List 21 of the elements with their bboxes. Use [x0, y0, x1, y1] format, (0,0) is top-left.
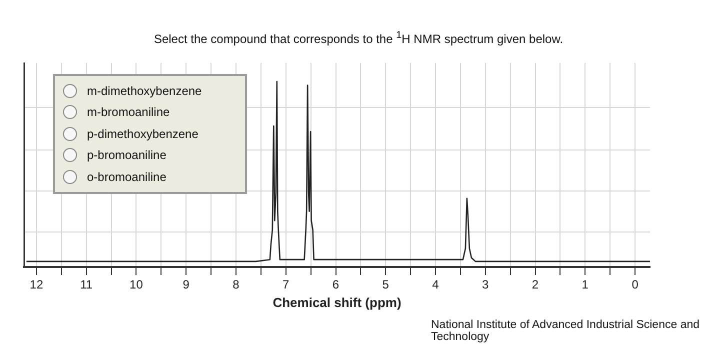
x-tick-label: 11	[80, 278, 93, 292]
annotation: m-dimethoxybenzene	[87, 84, 202, 98]
x-tick-label: 5	[382, 278, 390, 292]
annotation: p-dimethoxybenzene	[87, 126, 198, 141]
text: National Institute of Advanced Industrial Science and Technology	[431, 319, 701, 343]
x-tick-label: 3	[482, 278, 490, 292]
x-tick-label: 10	[130, 278, 144, 292]
x-tick-label: 0	[632, 278, 639, 292]
x-tick-label: 2	[532, 278, 539, 292]
x-tick-label: 6	[332, 278, 340, 292]
x-axis-title: Chemical shift (ppm)	[272, 294, 402, 310]
x-tick-label: 1	[582, 278, 589, 292]
x-tick-label: 4	[432, 278, 440, 292]
chart-title: Select the compound that corresponds to the $^{1}$H NMR spectrum given below.	[152, 30, 564, 46]
x-tick-label: 7	[282, 278, 290, 292]
annotation: m-bromoaniline	[87, 105, 170, 120]
annotation: p-bromoaniline	[87, 148, 166, 162]
annotation: o-bromoaniline	[87, 170, 166, 184]
x-tick-label: 9	[182, 278, 190, 292]
x-tick-label: 12	[30, 278, 44, 292]
x-tick-label: 8	[232, 278, 240, 292]
